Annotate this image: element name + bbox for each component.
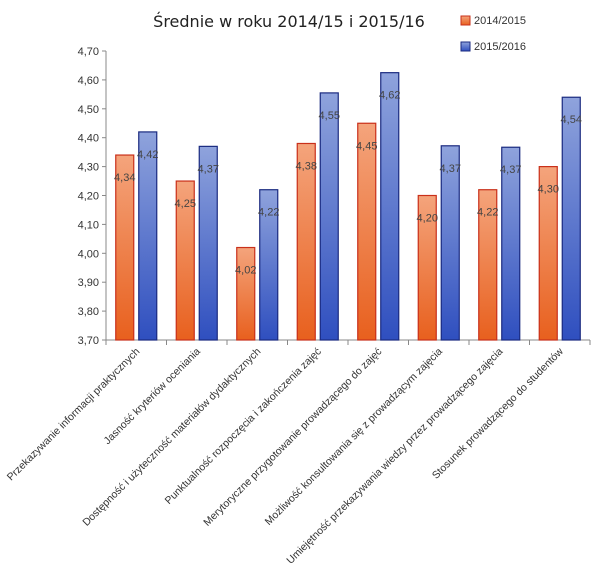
legend-label: 2014/2015	[474, 15, 526, 27]
data-label: 4,37	[500, 164, 521, 176]
axes: 3,70 3,80 3,90 4,00 4,10 4,20 4,30 4,40 4,50 4,60…	[78, 46, 591, 347]
y-tick-label: 4,50	[78, 104, 99, 116]
bar-series2	[561, 96, 581, 341]
legend-label: 2015/2016	[474, 41, 526, 53]
legend: 2014/2015 2015/2016	[460, 15, 526, 53]
y-tick-label: 4,20	[78, 191, 99, 203]
bar-series1	[296, 142, 316, 341]
y-tick-label: 4,40	[78, 133, 99, 145]
bar-series2	[138, 131, 158, 341]
bar-series2	[198, 145, 218, 341]
bars	[115, 72, 581, 341]
legend-swatch	[460, 41, 471, 52]
y-tick-label: 4,70	[78, 46, 99, 58]
data-labels: 4,34 4,25 4,02 4,38 4,45 4,20 4,22 4,30 4,42 4,37…	[114, 90, 582, 277]
bar-series1	[236, 246, 256, 341]
bar-series2	[319, 92, 339, 341]
category-label: Stosunek prowadzącego do studentów	[430, 345, 566, 481]
bar-series1	[538, 166, 558, 341]
data-label: 4,22	[258, 207, 279, 219]
bar-series1	[175, 180, 195, 341]
category-labels: Przekazywanie informacji praktycznychJas…	[5, 345, 566, 566]
category-label: Jasność kryteriów oceniania	[102, 346, 203, 447]
legend-swatch	[460, 15, 471, 26]
category-label: Przekazywanie informacji praktycznych	[5, 346, 143, 484]
y-tick-label: 3,70	[78, 335, 99, 347]
data-label: 4,20	[417, 213, 438, 225]
chart-title: Średnie w roku 2014/15 i 2015/16	[153, 12, 425, 31]
y-tick-label: 4,10	[78, 219, 99, 231]
data-label: 4,45	[356, 140, 377, 152]
category-label: Umiejętność przekazywania wiedzy przez p…	[284, 346, 505, 567]
bar-series2	[440, 145, 460, 341]
data-label: 4,22	[477, 207, 498, 219]
data-label: 4,37	[198, 163, 219, 175]
data-label: 4,38	[296, 160, 317, 172]
data-label: 4,54	[561, 114, 582, 126]
bar-series1	[357, 122, 377, 341]
y-tick-label: 4,60	[78, 75, 99, 87]
bar-series2	[380, 72, 400, 341]
data-label: 4,02	[235, 265, 256, 277]
data-label: 4,55	[319, 110, 340, 122]
y-tick-label: 4,00	[78, 248, 99, 260]
bar-series2	[501, 146, 521, 341]
data-label: 4,25	[175, 198, 196, 210]
data-label: 4,30	[538, 184, 559, 196]
data-label: 4,42	[137, 149, 158, 161]
bar-series1	[417, 194, 437, 341]
bar-series1	[478, 189, 498, 341]
data-label: 4,62	[379, 90, 400, 102]
y-tick-label: 3,80	[78, 306, 99, 318]
y-tick-label: 4,30	[78, 162, 99, 174]
bar-series2	[259, 189, 279, 341]
data-label: 4,37	[440, 163, 461, 175]
data-label: 4,34	[114, 172, 135, 184]
y-tick-label: 3,90	[78, 277, 99, 289]
bar-series1	[115, 154, 135, 341]
